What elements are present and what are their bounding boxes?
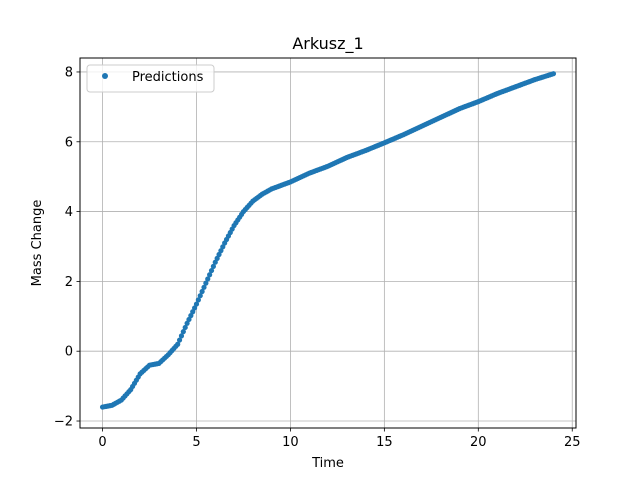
data-point [176,337,183,343]
y-tick-label: 2 [65,275,73,290]
legend-label: Predictions [132,70,204,85]
data-point [186,316,192,323]
data-point [550,71,557,77]
data-point [201,284,207,290]
chart-title: Arkusz_1 [292,34,363,54]
legend-box [86,64,215,93]
data-point [218,248,224,254]
y-tick-label: 8 [65,65,73,80]
data-point [188,313,194,319]
data-point [216,251,222,258]
data-point [184,320,190,326]
data-point [193,301,200,307]
data-point [175,341,181,347]
data-point [205,276,211,282]
data-point [192,305,198,311]
data-point [197,293,203,299]
data-point [207,272,213,278]
y-tick-label: 4 [65,205,73,220]
data-point [190,309,196,315]
data-point [208,267,215,274]
y-tick-label: 6 [65,135,73,150]
data-point [214,255,220,261]
plot-area [80,58,576,428]
legend: Predictions [86,64,215,93]
x-tick-label: 20 [470,435,487,450]
x-tick-label: 15 [376,435,393,450]
data-point [212,259,218,265]
data-points [99,71,557,410]
data-point [178,333,185,339]
x-tick-label: 10 [282,435,299,450]
data-point [220,244,226,250]
legend-marker [102,73,108,79]
y-tick-label: 0 [65,345,73,360]
x-axis-label: Time [311,456,344,471]
y-axis-label: Mass Change [30,200,45,287]
y-tick-label: −2 [54,415,73,430]
x-tick-label: 25 [564,435,581,450]
x-tick-label: 5 [192,435,200,450]
data-point [210,263,216,269]
axis-ticks: 0 5 10 15 20 25 −2 0 2 4 6 8 [54,65,581,450]
x-tick-label: 0 [98,435,106,450]
data-point [203,280,209,286]
data-point [195,297,201,303]
data-point [182,324,188,331]
data-point [180,329,186,335]
plot-frame [79,57,577,429]
data-point [199,288,205,295]
